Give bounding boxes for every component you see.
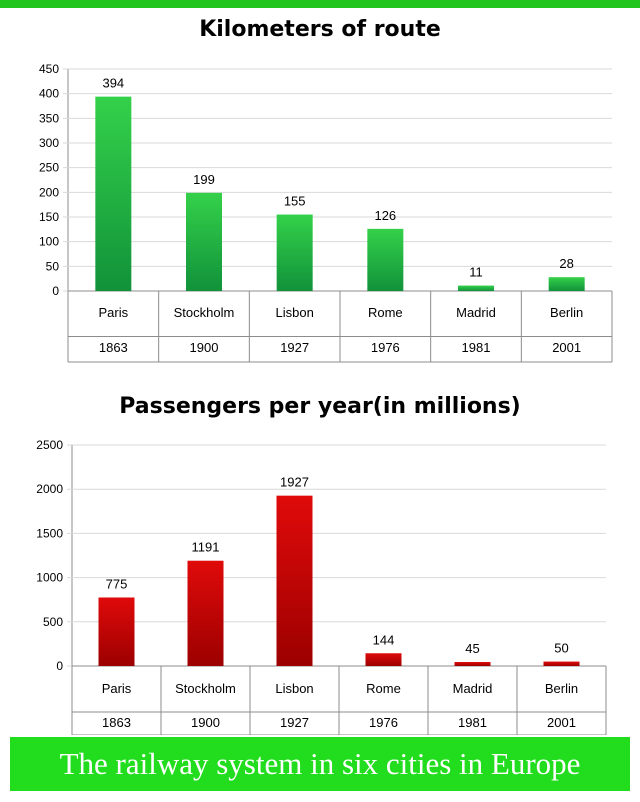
category-label: Madrid [456, 305, 496, 320]
data-label: 1927 [280, 475, 309, 490]
bar [365, 653, 402, 666]
bar [548, 277, 585, 291]
caption-text: The railway system in six cities in Euro… [59, 746, 581, 781]
y-tick-label: 2000 [36, 482, 63, 496]
year-label: 2001 [547, 715, 576, 730]
year-label: 1900 [191, 715, 220, 730]
data-label: 144 [373, 632, 395, 647]
year-label: 1976 [369, 715, 398, 730]
category-label: Lisbon [276, 305, 314, 320]
y-tick-label: 400 [39, 87, 59, 101]
category-label: Paris [102, 681, 132, 696]
year-label: 1981 [462, 340, 491, 355]
category-label: Stockholm [175, 681, 236, 696]
y-tick-label: 200 [39, 185, 59, 199]
year-label: 1927 [280, 340, 309, 355]
category-label: Madrid [453, 681, 493, 696]
y-tick-label: 450 [39, 62, 59, 76]
bar [543, 661, 580, 666]
bar [187, 560, 224, 666]
bar [186, 192, 222, 291]
data-label: 1191 [192, 540, 220, 555]
bar [458, 285, 494, 291]
bar [95, 96, 132, 291]
year-label: 1981 [458, 715, 487, 730]
data-label: 28 [559, 256, 573, 271]
y-tick-label: 1000 [36, 571, 63, 585]
data-label: 45 [465, 641, 479, 656]
y-tick-label: 1500 [36, 526, 63, 540]
y-tick-label: 50 [46, 259, 60, 273]
data-label: 155 [284, 194, 306, 209]
bar [367, 228, 404, 291]
category-label: Rome [366, 681, 401, 696]
top-color-strip [0, 0, 640, 8]
category-label: Lisbon [275, 681, 313, 696]
y-tick-label: 350 [39, 111, 59, 125]
data-label: 199 [193, 172, 215, 187]
y-tick-label: 100 [39, 235, 59, 249]
bar [276, 495, 313, 666]
bar [454, 662, 491, 666]
passengers-chart: 0 500 1000 1500 2000 2500 775 Paris 1863 1191 Stoc… [36, 438, 607, 735]
year-label: 1863 [102, 715, 131, 730]
chart-title-passengers: Passengers per year(in millions) [119, 394, 521, 419]
y-tick-label: 300 [39, 136, 59, 150]
year-label: 1927 [280, 715, 309, 730]
category-label: Rome [368, 305, 403, 320]
year-label: 2001 [552, 340, 581, 355]
category-label: Paris [99, 305, 129, 320]
year-label: 1900 [190, 340, 219, 355]
y-tick-label: 250 [39, 161, 59, 175]
bar [98, 597, 135, 666]
y-tick-label: 150 [39, 210, 59, 224]
category-label: Stockholm [174, 305, 235, 320]
category-label: Berlin [550, 305, 583, 320]
year-label: 1976 [371, 340, 400, 355]
bar [276, 214, 313, 291]
data-label: 394 [102, 76, 124, 91]
year-label: 1863 [99, 340, 128, 355]
y-tick-label: 0 [52, 284, 59, 298]
route-length-chart: 0 50 100 150 200 250 300 350 400 450 394 Paris 1863 1… [39, 62, 613, 363]
chart-title-route: Kilometers of route [199, 17, 441, 42]
y-tick-label: 500 [43, 615, 63, 629]
y-tick-label: 2500 [36, 438, 63, 452]
data-label: 126 [374, 208, 396, 223]
data-label: 11 [469, 265, 483, 280]
caption-bar: The railway system in six cities in Euro… [10, 737, 630, 791]
category-label: Berlin [545, 681, 578, 696]
data-label: 50 [554, 641, 568, 656]
y-tick-label: 0 [56, 659, 63, 673]
data-label: 775 [106, 576, 128, 591]
